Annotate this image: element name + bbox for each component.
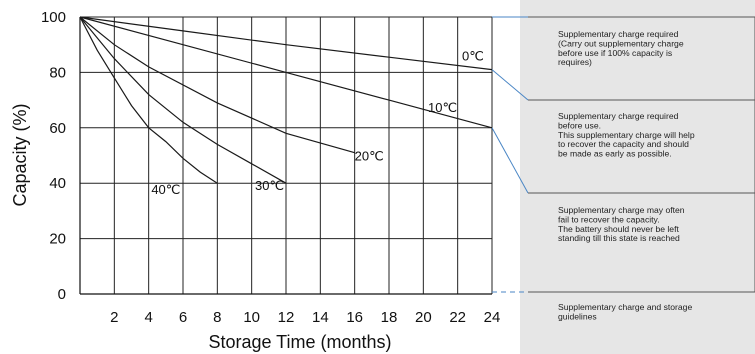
y-tick-label-0: 0 (58, 286, 66, 303)
guideline-note-0-line-0: Supplementary charge required (558, 29, 679, 39)
grid (80, 16, 493, 294)
zone-connector-2 (491, 127, 529, 194)
guideline-note-3-line-0: Supplementary charge and storage (558, 302, 692, 312)
x-tick-label-8: 8 (213, 309, 221, 326)
guideline-note-1-line-4: be made as early as possible. (558, 149, 672, 159)
guideline-note-3-line-1: guidelines (558, 311, 597, 321)
series-label-3: 30℃ (255, 178, 284, 193)
guideline-note-0-line-3: requires) (558, 57, 592, 67)
x-tick-label-6: 6 (179, 309, 187, 326)
x-tick-label-14: 14 (312, 309, 329, 326)
series-lines (79, 16, 493, 184)
guideline-note-2-line-2: The battery should never be left (558, 224, 679, 234)
y-tick-label-20: 20 (49, 231, 66, 248)
series-line-3 (79, 16, 287, 184)
guideline-note-1-line-1: before use. (558, 120, 601, 130)
x-tick-label-18: 18 (381, 309, 398, 326)
guideline-note-3: Supplementary charge and storage guidelin… (558, 302, 692, 321)
guideline-note-2-line-1: fail to recover the capacity. (558, 214, 660, 224)
x-tick-label-22: 22 (449, 309, 466, 326)
series-label-4: 40℃ (151, 182, 180, 197)
guideline-note-1: Supplementary charge required before use.… (558, 111, 695, 159)
series-labels: 0℃ 10℃ 20℃ 30℃ 40℃ (151, 49, 484, 198)
guideline-note-0: Supplementary charge required (Carry out … (558, 29, 684, 67)
series-label-2: 20℃ (355, 149, 384, 164)
guideline-note-2-line-3: standing till this state is reached (558, 233, 680, 243)
x-tick-label-10: 10 (243, 309, 260, 326)
y-tick-label-60: 60 (49, 120, 66, 137)
guideline-note-2: Supplementary charge may often fail to re… (558, 205, 685, 243)
guideline-note-1-line-0: Supplementary charge required (558, 111, 679, 121)
y-tick-label-40: 40 (49, 175, 66, 192)
guideline-note-2-line-0: Supplementary charge may often (558, 205, 685, 215)
y-axis-title: Capacity (%) (10, 103, 30, 206)
series-line-1 (79, 16, 493, 129)
x-tick-label-4: 4 (144, 309, 152, 326)
zone-separators (491, 16, 755, 293)
guideline-note-1-line-3: to recover the capacity and should (558, 139, 689, 149)
series-line-2 (79, 16, 355, 154)
series-line-0 (79, 16, 493, 71)
series-line-4 (79, 16, 218, 184)
zone-connector-1 (491, 69, 529, 101)
x-tick-label-20: 20 (415, 309, 432, 326)
x-tick-label-12: 12 (278, 309, 295, 326)
x-axis-title: Storage Time (months) (208, 332, 391, 352)
y-tick-label-100: 100 (41, 9, 66, 26)
series-label-1: 10℃ (428, 100, 457, 115)
guideline-notes: Supplementary charge required (Carry out … (558, 29, 695, 321)
guideline-note-1-line-2: This supplementary charge will help (558, 130, 695, 140)
guidelines-panel-background (520, 0, 755, 354)
x-tick-label-24: 24 (484, 309, 501, 326)
x-tick-label-2: 2 (110, 309, 118, 326)
series-label-0: 0℃ (462, 49, 484, 64)
y-tick-label-80: 80 (49, 64, 66, 81)
x-tick-label-16: 16 (346, 309, 363, 326)
guideline-note-0-line-2: before use if 100% capacity is (558, 48, 672, 58)
guideline-note-0-line-1: (Carry out supplementary charge (558, 38, 684, 48)
